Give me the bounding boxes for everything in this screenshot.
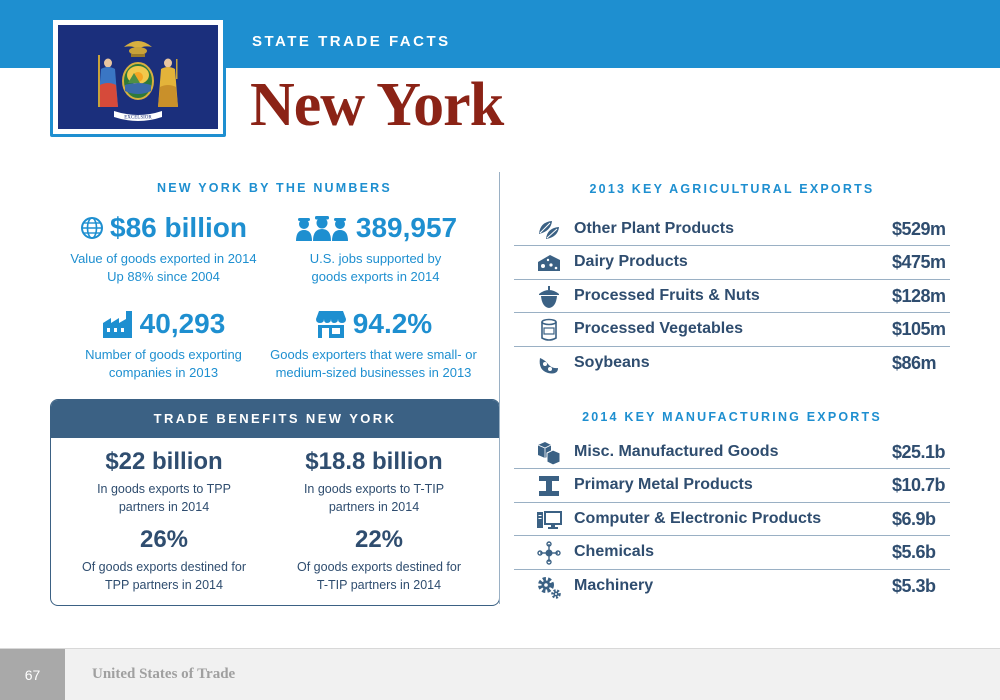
benefit-value: $18.8 billion <box>305 448 443 475</box>
acorn-icon <box>539 285 559 308</box>
table-row: Misc. Manufactured Goods $25.1b <box>514 436 950 470</box>
benefit-description: Of goods exports destined for <box>82 560 246 574</box>
globe-icon <box>81 217 104 239</box>
agricultural-exports-heading: 2013 KEY AGRICULTURAL EXPORTS <box>589 182 875 196</box>
table-row: Primary Metal Products $10.7b <box>514 469 950 503</box>
stat-description: Value of goods exported in 2014 <box>70 251 257 266</box>
gears-icon <box>538 576 561 599</box>
can-icon <box>541 318 557 341</box>
workers-icon <box>295 216 348 241</box>
benefit-tpp-share: 26% Of goods exports destined for TPP pa… <box>59 526 269 594</box>
trade-benefits-panel: TRADE BENEFITS NEW YORK $22 billion In g… <box>50 399 500 606</box>
benefit-description: partners in 2014 <box>328 500 420 514</box>
page-number: 67 <box>0 649 65 700</box>
stat-description: companies in 2013 <box>108 365 219 380</box>
benefit-description: Of goods exports destined for <box>297 560 461 574</box>
state-flag-frame: EXCELSIOR <box>50 17 226 137</box>
page-footer: 67 United States of Trade <box>0 648 1000 700</box>
table-row: Chemicals $5.6b <box>514 536 950 570</box>
header-kicker: STATE TRADE FACTS <box>252 33 451 50</box>
manufacturing-exports-heading: 2014 KEY MANUFACTURING EXPORTS <box>582 410 882 424</box>
stat-value: 94.2% <box>352 308 433 339</box>
stat-jobs-supported: 389,957 U.S. jobs supported by goods exp… <box>268 211 483 286</box>
table-cell-label: Primary Metal Products <box>574 476 753 494</box>
trade-benefits-heading: TRADE BENEFITS NEW YORK <box>51 400 499 438</box>
table-cell-value: $25.1b <box>892 442 946 462</box>
benefit-ttip-exports: $18.8 billion In goods exports to T-TIP … <box>269 448 479 516</box>
stat-goods-exported: $86 billion Value of goods exported in 2… <box>56 211 271 286</box>
table-cell-label: Processed Vegetables <box>574 320 743 338</box>
table-cell-label: Computer & Electronic Products <box>574 509 822 527</box>
table-cell-label: Processed Fruits & Nuts <box>574 286 760 304</box>
table-cell-value: $10.7b <box>892 475 946 496</box>
leaves-icon <box>539 221 559 239</box>
table-row: Machinery $5.3b <box>514 570 950 603</box>
table-cell-value: $529m <box>892 219 946 239</box>
stat-description: U.S. jobs supported by <box>309 251 442 266</box>
manufacturing-exports-table: Misc. Manufactured Goods $25.1b Primary … <box>514 436 950 603</box>
agricultural-exports-table: Other Plant Products $529m Dairy Product… <box>514 213 950 380</box>
cheese-icon <box>538 255 560 272</box>
benefit-description: T-TIP partners in 2014 <box>316 578 442 592</box>
table-cell-label: Other Plant Products <box>574 220 735 237</box>
benefit-description: partners in 2014 <box>118 500 210 514</box>
table-cell-label: Dairy Products <box>574 253 688 271</box>
table-cell-value: $475m <box>892 252 946 273</box>
i-beam-icon <box>539 476 559 497</box>
table-cell-value: $105m <box>892 319 946 340</box>
benefit-description: In goods exports to T-TIP <box>303 482 445 496</box>
storefront-icon <box>315 311 346 338</box>
table-cell-value: $128m <box>892 285 946 306</box>
benefit-value: $22 billion <box>105 448 223 475</box>
benefit-value: 22% <box>354 526 404 553</box>
publication-title: United States of Trade <box>92 666 236 682</box>
table-cell-value: $5.6b <box>892 542 936 563</box>
state-seal-icon: EXCELSIOR <box>98 41 178 121</box>
page-title: New York <box>250 71 504 139</box>
stat-value: $86 billion <box>110 212 247 243</box>
by-the-numbers-heading: NEW YORK BY THE NUMBERS <box>157 181 392 195</box>
state-flag-image: EXCELSIOR <box>58 25 218 129</box>
factory-icon <box>102 311 132 338</box>
benefit-description: TPP partners in 2014 <box>105 578 223 592</box>
table-cell-label: Misc. Manufactured Goods <box>574 443 779 460</box>
table-row: Soybeans $86m <box>514 347 950 380</box>
stat-description: Number of goods exporting <box>85 347 242 362</box>
table-row: Processed Fruits & Nuts $128m <box>514 280 950 314</box>
table-cell-label: Soybeans <box>574 353 650 371</box>
molecule-icon <box>537 541 561 565</box>
stat-value: 389,957 <box>355 212 458 243</box>
soybean-icon <box>539 357 558 374</box>
column-divider <box>499 172 500 604</box>
benefit-description: In goods exports to TPP <box>97 482 231 496</box>
stat-exporting-companies: 40,293 Number of goods exporting compani… <box>56 307 271 382</box>
boxes-icon <box>537 442 561 465</box>
computer-icon <box>537 510 562 529</box>
stat-description: medium-sized businesses in 2013 <box>275 365 472 380</box>
table-cell-label: Chemicals <box>574 543 655 561</box>
benefit-tpp-exports: $22 billion In goods exports to TPP part… <box>59 448 269 516</box>
table-cell-value: $6.9b <box>892 508 936 529</box>
table-cell-value: $86m <box>892 352 937 373</box>
stat-small-medium-exporters: 94.2% Goods exporters that were small- o… <box>266 307 481 382</box>
stat-description: goods exports in 2014 <box>311 269 440 284</box>
stat-description: Goods exporters that were small- or <box>270 347 477 362</box>
table-cell-value: $5.3b <box>892 575 936 596</box>
table-row: Dairy Products $475m <box>514 246 950 280</box>
table-row: Processed Vegetables $105m <box>514 313 950 347</box>
flag-motto-text: EXCELSIOR <box>124 116 152 121</box>
benefit-ttip-share: 22% Of goods exports destined for T-TIP … <box>274 526 484 594</box>
table-cell-label: Machinery <box>574 576 654 594</box>
stat-description: Up 88% since 2004 <box>107 269 220 284</box>
stat-value: 40,293 <box>139 308 226 339</box>
table-row: Computer & Electronic Products $6.9b <box>514 503 950 537</box>
benefit-value: 26% <box>139 526 189 553</box>
table-row: Other Plant Products $529m <box>514 213 950 247</box>
